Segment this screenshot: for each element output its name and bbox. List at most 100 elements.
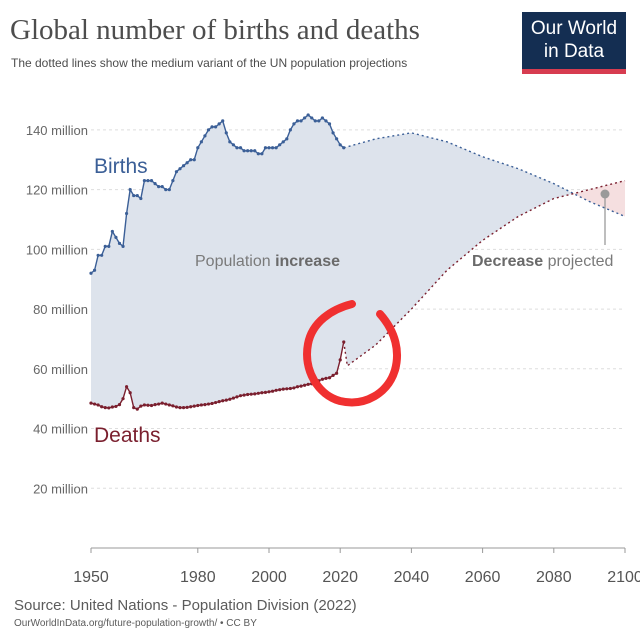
births-point <box>342 146 346 150</box>
deaths-point <box>214 400 218 405</box>
births-series-label: Births <box>94 155 148 178</box>
births-point <box>338 143 342 147</box>
deaths-point <box>242 393 246 397</box>
population-decrease-area <box>574 180 625 217</box>
deaths-point <box>253 392 257 396</box>
deaths-point <box>160 401 164 405</box>
births-point <box>285 137 289 141</box>
births-point <box>139 196 143 201</box>
deaths-point <box>135 407 139 411</box>
deaths-point <box>142 403 146 407</box>
births-point <box>153 182 157 186</box>
chart-subtitle: The dotted lines show the medium variant… <box>11 56 408 70</box>
births-point <box>246 149 250 153</box>
chart-title: Global number of births and deaths <box>10 14 420 46</box>
deaths-point <box>278 388 282 392</box>
births-point <box>121 244 125 248</box>
population-increase-area <box>91 114 575 410</box>
births-point <box>146 179 150 183</box>
births-point <box>171 179 175 183</box>
axes: 20 million 40 million 60 million 80 million… <box>26 123 640 586</box>
y-tick-label: 60 million <box>33 362 88 377</box>
deaths-point <box>285 387 289 391</box>
deaths-point <box>217 400 221 404</box>
births-point <box>189 158 193 162</box>
births-projected-line <box>343 132 626 218</box>
increase-label-bold: increase <box>275 253 340 270</box>
deaths-point <box>267 390 271 394</box>
population-increase-label: Population increase <box>195 253 340 270</box>
deaths-point <box>146 403 150 407</box>
births-point <box>313 119 317 123</box>
births-point <box>149 179 154 183</box>
births-point <box>242 149 246 153</box>
births-point <box>224 131 228 135</box>
births-point <box>89 271 93 275</box>
y-tick-label: 120 million <box>26 183 88 198</box>
births-point <box>256 152 260 156</box>
deaths-point <box>338 358 342 362</box>
deaths-point <box>246 392 250 397</box>
births-point <box>181 164 186 168</box>
chart-annotations: Births Deaths Population increase Decrea… <box>94 155 613 447</box>
deaths-point <box>270 389 275 393</box>
y-tick-label: 140 million <box>26 123 88 138</box>
births-point <box>295 119 300 123</box>
births-point <box>210 125 214 129</box>
deaths-point <box>110 405 114 409</box>
deaths-point <box>210 401 214 406</box>
births-point <box>203 134 207 138</box>
deaths-point <box>189 405 193 409</box>
deaths-point <box>181 406 186 410</box>
births-point <box>178 167 182 171</box>
births-point <box>331 131 335 135</box>
births-point <box>100 253 104 257</box>
owid-logo[interactable]: Our World in Data <box>522 12 626 74</box>
decrease-label-bold: Decrease <box>472 253 543 270</box>
births-point <box>185 161 189 165</box>
deaths-point <box>139 404 143 408</box>
decrease-projected-label: Decrease projected <box>472 253 613 270</box>
births-point <box>249 149 253 153</box>
births-point <box>125 211 129 216</box>
births-point <box>92 268 97 272</box>
deaths-point <box>171 404 175 408</box>
births-point <box>96 253 100 257</box>
deaths-point <box>263 390 268 394</box>
deaths-point <box>327 376 332 380</box>
births-point <box>164 188 168 192</box>
deaths-point <box>235 395 239 399</box>
births-point <box>320 116 324 120</box>
deaths-point <box>89 401 93 405</box>
source-note: Source: United Nations - Population Divi… <box>14 597 357 614</box>
deaths-point <box>281 387 285 391</box>
births-point <box>196 146 200 150</box>
deaths-point <box>260 391 264 395</box>
deaths-point <box>320 377 324 381</box>
births-point <box>214 125 218 129</box>
deaths-point <box>92 402 97 406</box>
area-fills <box>91 114 625 410</box>
deaths-point <box>192 404 196 408</box>
x-tick-label: 2020 <box>322 569 358 586</box>
births-point <box>281 140 285 144</box>
deaths-point <box>121 397 125 401</box>
deaths-point <box>132 406 136 410</box>
y-tick-label: 80 million <box>33 302 88 317</box>
series-points <box>89 113 346 411</box>
births-point <box>306 113 310 117</box>
footer-link[interactable]: OurWorldInData.org/future-population-gro… <box>14 618 257 629</box>
deaths-point <box>206 402 211 406</box>
deaths-point <box>157 402 161 406</box>
deaths-point <box>256 391 260 395</box>
deaths-point <box>335 371 339 375</box>
deaths-point <box>324 376 328 380</box>
births-point <box>157 185 161 189</box>
deaths-point <box>164 402 168 406</box>
deaths-point <box>203 403 207 407</box>
deaths-point <box>178 406 182 410</box>
deaths-point <box>153 403 157 407</box>
births-point <box>174 170 179 174</box>
y-tick-label: 20 million <box>33 481 88 496</box>
